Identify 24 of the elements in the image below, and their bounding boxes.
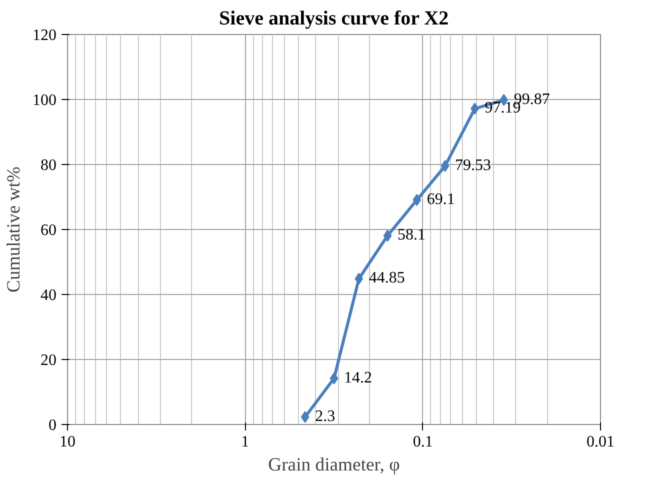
data-label: 69.1 (426, 190, 455, 208)
y-axis-title: Cumulative wt% (4, 166, 24, 292)
x-tick-label: 0.01 (586, 434, 614, 450)
data-label: 14.2 (344, 369, 372, 386)
y-tick-label: 100 (32, 92, 56, 109)
y-tick-label: 0 (48, 417, 56, 434)
point (412, 194, 422, 206)
data-label: 79.53 (455, 157, 492, 174)
data-label: 44.85 (368, 270, 405, 287)
x-tick-label: 10 (60, 434, 76, 450)
y-tick-label: 60 (40, 222, 56, 239)
point (300, 411, 310, 424)
data-label: 2.3 (315, 408, 336, 426)
point (330, 372, 338, 384)
chart-title: Sieve analysis curve for X2 (219, 8, 449, 30)
x-tick-label: 0.1 (412, 434, 433, 450)
y-tick-label: 120 (32, 27, 56, 44)
point (440, 160, 450, 172)
y-tick-label: 20 (40, 352, 56, 369)
y-tick-label: 80 (40, 157, 56, 174)
data-label: 58.1 (398, 226, 426, 244)
y-tick-label: 40 (40, 287, 56, 304)
x-tick-label: 1 (241, 434, 250, 450)
x-axis-title: Grain diameter, φ (268, 454, 400, 476)
